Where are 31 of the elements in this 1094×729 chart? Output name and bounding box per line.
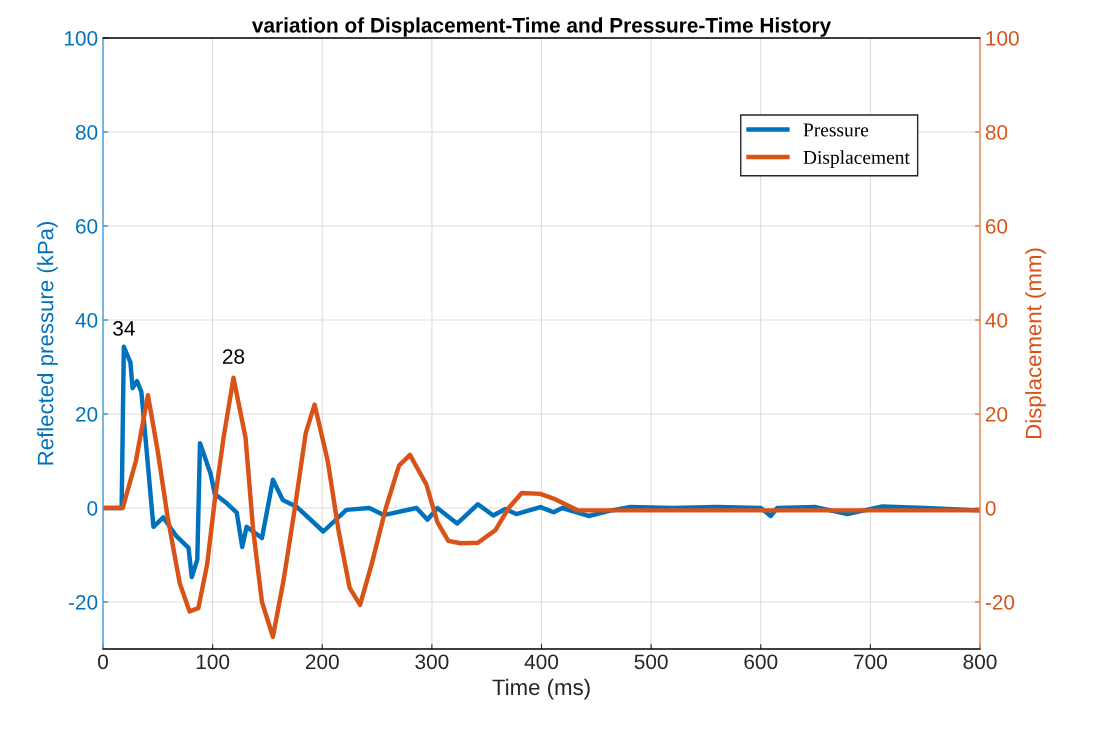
y-tick-label: 60 [76, 219, 98, 234]
x-tick-label: 400 [524, 654, 559, 670]
y-tick-label: 100 [64, 31, 98, 46]
y2-tick-label: 40 [985, 313, 1008, 328]
y-tick-label: 0 [87, 501, 98, 516]
y-tick-label: 40 [75, 313, 98, 328]
y2-tick-label: -20 [985, 595, 1015, 610]
y2-tick-label: 0 [985, 501, 996, 516]
y2-tick-label: 80 [985, 125, 1008, 140]
y2-axis-title: Displacement (mm) [1025, 248, 1046, 438]
annotation: 34 [113, 321, 135, 336]
chart-title: variation of Displacement-Time and Pressure-Time History [251, 17, 832, 37]
y-tick-label: 80 [75, 125, 98, 140]
y2-tick-label: 60 [985, 219, 1008, 234]
x-tick-label: 800 [963, 654, 997, 670]
legend-label: Pressure [803, 123, 869, 137]
x-tick-label: 600 [744, 654, 778, 670]
x-tick-label: 100 [196, 654, 230, 670]
x-tick-label: 700 [854, 654, 887, 670]
y-tick-label: -20 [68, 595, 98, 610]
x-tick-label: 200 [305, 654, 339, 670]
annotation: 28 [222, 349, 245, 364]
legend-label: Displacement [803, 150, 910, 168]
y-axis-title: Reflected pressure (kPa) [37, 221, 58, 465]
y2-tick-label: 20 [985, 407, 1008, 422]
y2-tick-label: 100 [986, 31, 1019, 46]
y-tick-label: 20 [76, 407, 98, 422]
x-tick-label: 500 [634, 654, 668, 670]
x-tick-label: 0 [98, 654, 108, 670]
x-axis-title: Time (ms) [492, 678, 590, 700]
x-tick-label: 300 [415, 654, 449, 670]
